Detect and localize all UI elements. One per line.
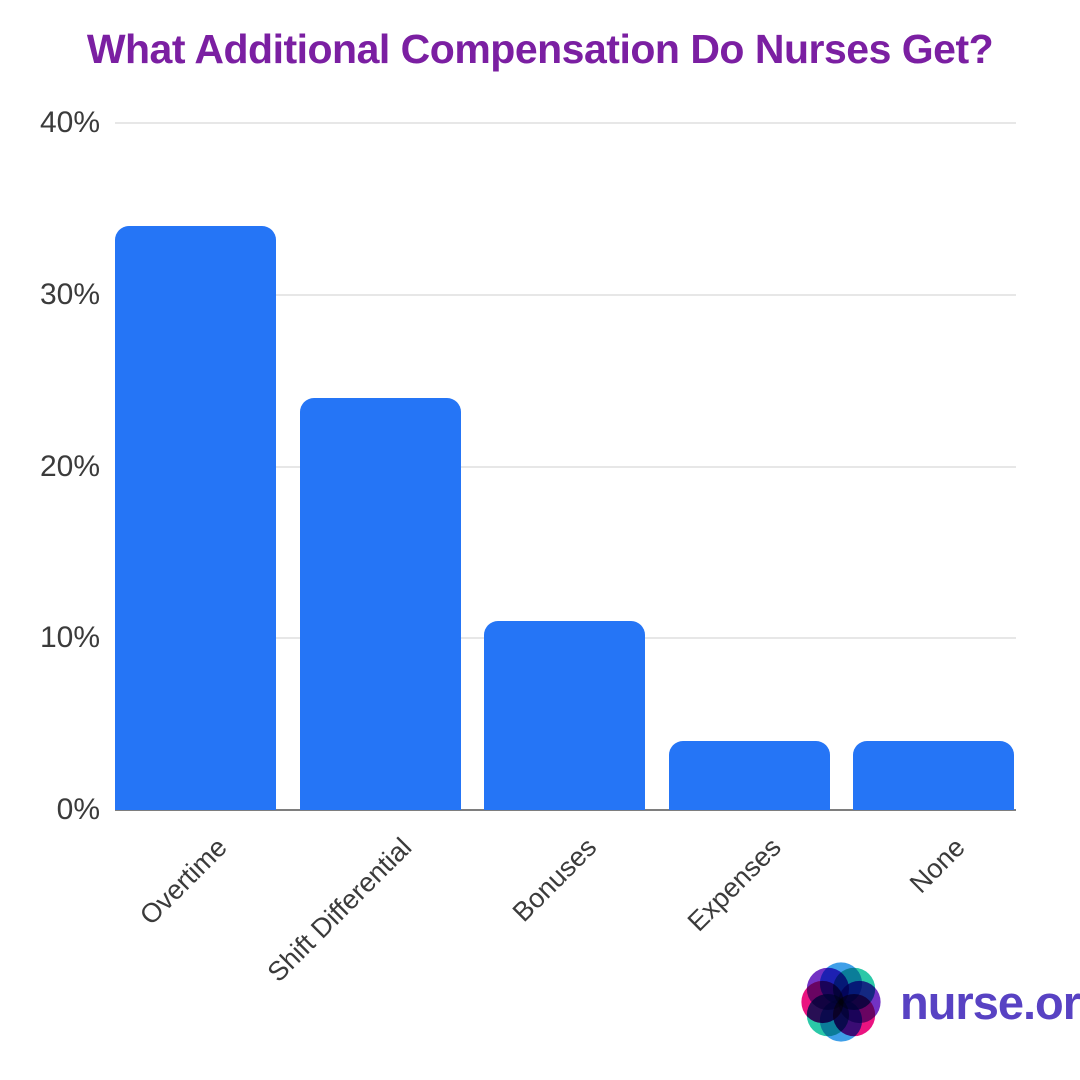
x-axis-baseline xyxy=(115,809,1016,811)
x-tick-label: None xyxy=(904,832,972,899)
x-tick-label: Shift Differential xyxy=(261,832,418,988)
y-tick-label: 10% xyxy=(39,621,100,655)
y-tick-label: 40% xyxy=(39,106,100,139)
gridline xyxy=(115,465,1016,468)
x-tick-label: Expenses xyxy=(681,832,787,938)
gridline xyxy=(115,122,1016,124)
bar-expenses xyxy=(668,741,830,810)
nurse-org-flower-logo-icon xyxy=(801,962,881,1042)
bar-overtime xyxy=(115,226,276,810)
y-tick-label: 30% xyxy=(39,277,100,311)
x-tick-label: Bonuses xyxy=(506,832,602,928)
bar-none xyxy=(853,741,1015,810)
logo-petal xyxy=(806,967,850,1011)
brand-name: nurse.org xyxy=(900,975,1080,1029)
chart-title: What Additional Compensation Do Nurses G… xyxy=(86,26,994,72)
y-tick-label: 0% xyxy=(56,793,100,826)
x-tick-label: Overtime xyxy=(134,832,233,931)
gridline xyxy=(115,293,1016,296)
bar-bonuses xyxy=(484,621,646,810)
brand-footer: nurse.org xyxy=(797,958,1080,1046)
y-tick-label: 20% xyxy=(39,449,100,483)
bar-shift-differential xyxy=(299,397,461,810)
